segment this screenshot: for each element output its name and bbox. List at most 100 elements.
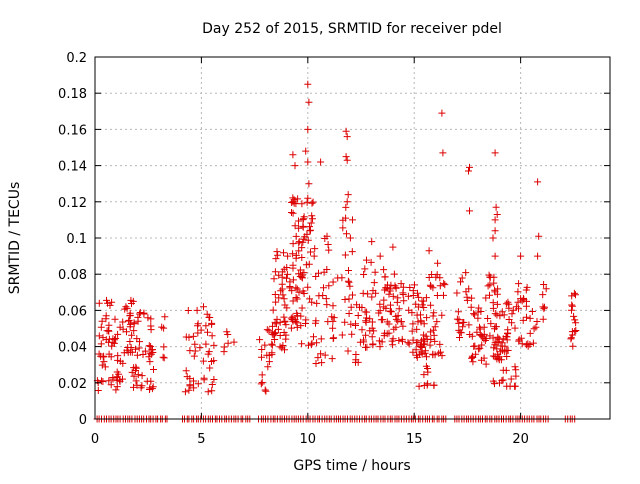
data-point xyxy=(409,320,417,328)
data-point xyxy=(368,318,376,326)
data-point xyxy=(99,378,107,385)
data-point xyxy=(105,377,113,385)
data-point xyxy=(408,309,416,317)
data-point xyxy=(271,291,279,298)
data-point xyxy=(295,238,303,246)
data-point xyxy=(321,351,329,359)
data-point xyxy=(132,364,140,372)
data-point xyxy=(352,320,359,328)
data-point xyxy=(261,386,269,394)
data-point xyxy=(112,386,120,394)
data-point xyxy=(413,325,421,333)
data-point xyxy=(258,379,266,386)
data-point xyxy=(273,315,281,323)
data-point xyxy=(199,357,207,365)
data-point xyxy=(533,318,541,325)
data-point xyxy=(490,279,498,287)
y-tick-label: 0 xyxy=(79,413,87,428)
data-point xyxy=(473,328,481,336)
data-point xyxy=(324,241,332,248)
data-point xyxy=(342,127,350,135)
data-point xyxy=(303,230,311,238)
data-point xyxy=(265,358,273,366)
data-point xyxy=(422,294,430,302)
data-point xyxy=(161,313,169,321)
data-point xyxy=(572,291,579,299)
data-point xyxy=(344,277,352,285)
data-point xyxy=(492,203,500,211)
data-point xyxy=(380,303,388,311)
data-point xyxy=(134,317,142,325)
data-point xyxy=(347,303,355,311)
data-point xyxy=(341,296,349,303)
data-point xyxy=(288,209,295,216)
data-point xyxy=(486,291,493,299)
data-point xyxy=(289,264,297,272)
data-point xyxy=(111,315,119,323)
data-point xyxy=(292,294,300,301)
data-point xyxy=(423,314,431,322)
data-point xyxy=(292,318,300,326)
data-point xyxy=(523,313,530,321)
data-point xyxy=(303,198,311,206)
data-point xyxy=(390,270,398,278)
data-point xyxy=(271,268,279,276)
data-point xyxy=(338,274,346,282)
data-point xyxy=(298,304,306,312)
data-point xyxy=(95,332,103,340)
data-point xyxy=(427,301,435,309)
data-point xyxy=(468,352,476,360)
data-point xyxy=(97,340,105,348)
data-point xyxy=(526,329,534,337)
data-point xyxy=(258,346,266,353)
data-point xyxy=(145,353,153,361)
data-point xyxy=(150,366,157,373)
data-point xyxy=(128,348,136,356)
data-point xyxy=(498,339,506,347)
data-point xyxy=(456,334,463,341)
data-point xyxy=(539,315,547,323)
data-point xyxy=(100,352,108,360)
data-point xyxy=(196,344,204,352)
data-point xyxy=(159,353,167,361)
data-point xyxy=(504,298,512,306)
data-point xyxy=(541,303,548,311)
data-point xyxy=(268,341,276,349)
data-point xyxy=(129,297,137,305)
data-point xyxy=(288,287,296,295)
data-point xyxy=(265,327,273,335)
data-point xyxy=(386,285,394,293)
data-point xyxy=(280,249,287,257)
data-point xyxy=(486,281,494,289)
data-point xyxy=(475,304,483,312)
data-point xyxy=(299,287,307,295)
data-point xyxy=(258,371,266,379)
data-point xyxy=(571,316,579,324)
data-point xyxy=(204,350,212,358)
data-point xyxy=(298,254,306,261)
data-point xyxy=(98,317,106,325)
data-point xyxy=(535,232,543,240)
data-point xyxy=(204,388,212,396)
data-point xyxy=(542,285,550,293)
data-point xyxy=(307,341,315,349)
data-points xyxy=(93,80,580,423)
data-point xyxy=(311,245,319,253)
data-point xyxy=(101,363,109,371)
data-point xyxy=(441,281,449,289)
data-point xyxy=(499,335,507,343)
data-point xyxy=(312,273,320,280)
data-point xyxy=(291,162,299,170)
data-point xyxy=(505,304,513,312)
data-point xyxy=(376,252,384,260)
data-point xyxy=(94,387,102,394)
data-point xyxy=(433,292,441,299)
data-point xyxy=(489,334,497,342)
data-point xyxy=(113,383,121,391)
data-point xyxy=(439,149,447,157)
data-point xyxy=(568,292,576,300)
data-point xyxy=(534,252,542,260)
data-point xyxy=(514,288,522,296)
data-point xyxy=(130,327,138,335)
